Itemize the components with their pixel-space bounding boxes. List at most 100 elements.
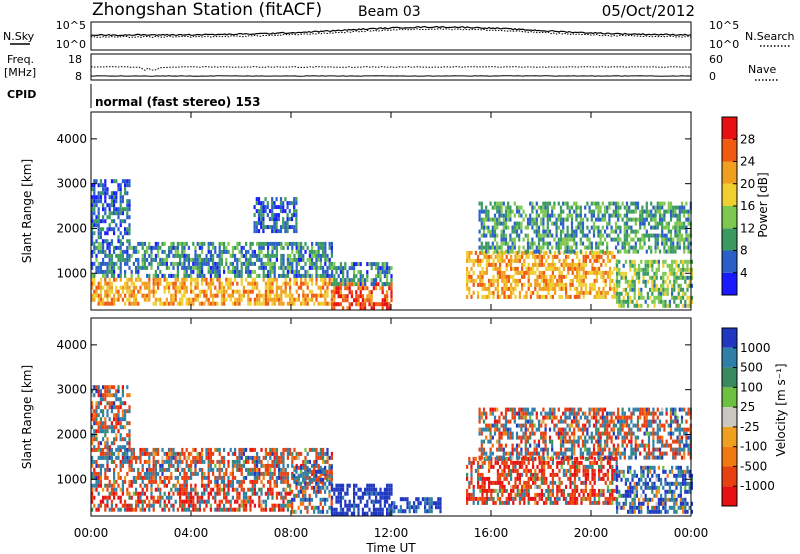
data-cell bbox=[95, 463, 98, 468]
data-cell bbox=[262, 201, 265, 206]
data-cell bbox=[273, 201, 276, 206]
data-cell bbox=[132, 281, 135, 286]
data-cell bbox=[183, 451, 186, 456]
data-cell bbox=[154, 241, 157, 246]
data-cell bbox=[152, 503, 155, 508]
data-cell bbox=[529, 217, 532, 222]
data-cell bbox=[492, 500, 495, 505]
data-cell bbox=[280, 507, 283, 512]
data-cell bbox=[348, 266, 351, 271]
data-cell bbox=[229, 507, 232, 512]
data-cell bbox=[102, 301, 105, 306]
data-cell bbox=[366, 511, 369, 516]
data-cell bbox=[238, 289, 241, 294]
data-cell bbox=[113, 441, 116, 446]
data-cell bbox=[557, 225, 560, 230]
data-cell bbox=[522, 209, 525, 214]
data-cell bbox=[97, 455, 100, 460]
data-cell bbox=[286, 265, 289, 270]
data-cell bbox=[479, 274, 482, 279]
data-cell bbox=[569, 294, 572, 299]
data-cell bbox=[317, 485, 320, 490]
data-cell bbox=[255, 221, 258, 226]
data-cell bbox=[311, 293, 314, 298]
data-cell bbox=[684, 279, 687, 284]
data-cell bbox=[514, 476, 517, 481]
data-blob bbox=[331, 483, 393, 516]
data-cell bbox=[573, 201, 576, 206]
data-cell bbox=[569, 266, 572, 271]
data-cell bbox=[496, 258, 499, 263]
data-cell bbox=[402, 509, 405, 514]
data-cell bbox=[532, 480, 535, 485]
data-cell bbox=[576, 266, 579, 271]
data-cell bbox=[291, 257, 294, 262]
data-cell bbox=[229, 447, 232, 452]
data-cell bbox=[676, 225, 679, 230]
data-cell bbox=[575, 217, 578, 222]
data-cell bbox=[654, 241, 657, 246]
data-cell bbox=[470, 480, 473, 485]
data-cell bbox=[220, 285, 223, 290]
data-cell bbox=[106, 389, 109, 394]
data-cell bbox=[260, 257, 263, 262]
data-cell bbox=[242, 459, 245, 464]
data-cell bbox=[616, 263, 619, 268]
data-cell bbox=[656, 241, 659, 246]
data-cell bbox=[119, 203, 122, 208]
data-cell bbox=[97, 389, 100, 394]
data-cell bbox=[234, 245, 237, 250]
data-cell bbox=[93, 199, 96, 204]
data-cell bbox=[187, 301, 190, 306]
data-cell bbox=[593, 254, 596, 259]
data-cell bbox=[324, 257, 327, 262]
data-cell bbox=[501, 290, 504, 295]
data-cell bbox=[179, 297, 182, 302]
data-cell bbox=[328, 465, 331, 470]
data-cell bbox=[671, 259, 674, 264]
data-cell bbox=[498, 201, 501, 206]
data-cell bbox=[527, 266, 530, 271]
data-cell bbox=[124, 417, 127, 422]
data-cell bbox=[372, 302, 375, 307]
data-cell bbox=[93, 467, 96, 472]
data-cell bbox=[282, 201, 285, 206]
data-cell bbox=[106, 495, 109, 500]
data-cell bbox=[613, 254, 616, 259]
data-cell bbox=[275, 479, 278, 484]
data-cell bbox=[551, 245, 554, 250]
data-cell bbox=[510, 262, 513, 267]
data-cell bbox=[614, 237, 618, 242]
data-cell bbox=[678, 221, 681, 226]
data-cell bbox=[587, 254, 590, 259]
data-cell bbox=[95, 459, 98, 464]
data-cell bbox=[488, 460, 491, 465]
data-cell bbox=[500, 221, 503, 226]
data-cell bbox=[117, 257, 120, 262]
data-cell bbox=[593, 286, 596, 291]
data-cell bbox=[308, 273, 311, 278]
data-cell bbox=[102, 215, 105, 220]
data-cell bbox=[575, 229, 578, 234]
data-cell bbox=[439, 509, 442, 514]
data-cell bbox=[672, 213, 675, 218]
data-cell bbox=[512, 500, 515, 505]
data-cell bbox=[505, 294, 508, 299]
data-cell bbox=[326, 469, 329, 474]
data-cell bbox=[216, 447, 219, 452]
data-cell bbox=[565, 274, 568, 279]
data-cell bbox=[306, 281, 309, 286]
data-cell bbox=[383, 270, 386, 275]
data-cell bbox=[507, 245, 510, 250]
data-cell bbox=[682, 291, 685, 296]
data-cell bbox=[185, 499, 188, 504]
data-cell bbox=[295, 249, 298, 254]
data-cell bbox=[174, 459, 177, 464]
data-cell bbox=[290, 217, 294, 222]
data-cell bbox=[93, 495, 96, 500]
data-cell bbox=[176, 463, 179, 468]
data-cell bbox=[548, 217, 552, 222]
data-cell bbox=[590, 245, 593, 250]
data-cell bbox=[104, 183, 107, 188]
data-cell bbox=[370, 298, 373, 303]
